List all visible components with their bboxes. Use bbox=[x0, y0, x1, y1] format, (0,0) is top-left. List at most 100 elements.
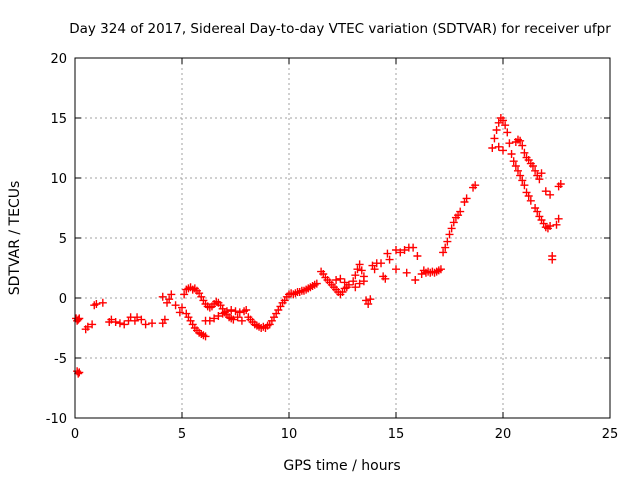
data-point bbox=[447, 224, 456, 233]
data-point bbox=[340, 278, 349, 287]
x-tick-label: 0 bbox=[71, 427, 79, 442]
data-point bbox=[383, 249, 392, 258]
data-point bbox=[137, 315, 146, 324]
data-point bbox=[148, 319, 157, 328]
data-point bbox=[505, 139, 514, 148]
data-point bbox=[516, 171, 525, 180]
data-point bbox=[242, 306, 251, 314]
data-point bbox=[235, 308, 244, 317]
data-point bbox=[233, 313, 242, 322]
data-point bbox=[535, 175, 544, 184]
data-point bbox=[74, 369, 83, 378]
data-point bbox=[92, 300, 101, 308]
data-point bbox=[205, 316, 214, 325]
data-point bbox=[524, 192, 533, 200]
data-point bbox=[546, 190, 555, 199]
data-point bbox=[74, 315, 83, 324]
data-point bbox=[115, 319, 124, 328]
data-point bbox=[449, 218, 458, 227]
data-point bbox=[400, 246, 409, 254]
data-point bbox=[499, 146, 507, 155]
data-point bbox=[501, 121, 510, 130]
data-point bbox=[499, 116, 507, 125]
data-point bbox=[513, 166, 522, 175]
data-point bbox=[511, 162, 520, 170]
data-point bbox=[490, 134, 499, 143]
data-point bbox=[351, 283, 360, 292]
data-point bbox=[548, 255, 557, 264]
data-point bbox=[336, 274, 345, 283]
data-points bbox=[72, 114, 565, 378]
data-point bbox=[537, 169, 546, 178]
data-point bbox=[178, 303, 186, 312]
data-point bbox=[556, 180, 565, 188]
x-tick-label: 20 bbox=[495, 427, 512, 442]
y-tick-label: -5 bbox=[54, 352, 67, 367]
x-tick-label: 25 bbox=[602, 427, 619, 442]
data-point bbox=[436, 265, 445, 274]
data-point bbox=[218, 309, 227, 318]
data-point bbox=[349, 277, 358, 286]
data-point bbox=[503, 128, 512, 137]
data-point bbox=[494, 142, 503, 151]
data-point bbox=[392, 265, 400, 274]
data-point bbox=[229, 315, 238, 324]
data-point bbox=[201, 332, 210, 341]
data-point bbox=[332, 276, 341, 284]
data-point bbox=[531, 166, 540, 175]
data-point bbox=[402, 268, 411, 277]
data-point bbox=[366, 295, 375, 304]
data-point bbox=[445, 230, 454, 239]
data-point bbox=[520, 181, 529, 190]
data-point bbox=[552, 220, 561, 229]
data-point bbox=[494, 118, 503, 127]
data-point bbox=[353, 265, 362, 274]
data-point bbox=[392, 246, 400, 254]
y-tick-label: 10 bbox=[50, 172, 67, 187]
data-point bbox=[518, 141, 527, 150]
data-point bbox=[133, 313, 142, 322]
data-point bbox=[541, 187, 550, 196]
x-tick-label: 10 bbox=[281, 427, 298, 442]
y-tick-label: -10 bbox=[46, 412, 67, 427]
data-point bbox=[413, 252, 422, 260]
y-tick-label: 0 bbox=[59, 292, 67, 307]
data-point bbox=[439, 248, 448, 257]
data-point bbox=[409, 243, 418, 252]
x-axis-label: GPS time / hours bbox=[283, 458, 400, 474]
data-point bbox=[158, 292, 167, 301]
data-point bbox=[88, 320, 97, 329]
data-point bbox=[111, 318, 120, 326]
x-tick-label: 5 bbox=[178, 427, 186, 442]
data-point bbox=[351, 271, 360, 280]
data-point bbox=[171, 301, 180, 310]
data-point bbox=[75, 368, 84, 377]
data-point bbox=[507, 150, 516, 158]
data-point bbox=[456, 207, 465, 216]
data-point bbox=[237, 316, 246, 325]
data-point bbox=[175, 308, 184, 317]
data-point bbox=[214, 312, 223, 320]
axis-ticks: 0 5 10 15 20 25 -10 -5 0 5 10 15 20 bbox=[46, 52, 619, 442]
data-point bbox=[488, 144, 497, 152]
data-point bbox=[546, 222, 555, 230]
data-point bbox=[160, 315, 169, 324]
data-point bbox=[364, 300, 373, 308]
data-point bbox=[385, 255, 394, 264]
data-point bbox=[357, 266, 366, 275]
y-tick-label: 15 bbox=[50, 112, 67, 127]
data-point bbox=[370, 265, 379, 274]
data-point bbox=[344, 280, 353, 289]
data-point bbox=[355, 279, 364, 288]
data-point bbox=[75, 314, 84, 323]
data-point bbox=[210, 314, 219, 323]
data-point bbox=[509, 157, 518, 166]
data-point bbox=[441, 243, 450, 252]
data-point bbox=[120, 320, 129, 329]
data-point bbox=[359, 277, 368, 286]
grid-lines bbox=[75, 58, 610, 418]
data-point bbox=[222, 307, 231, 316]
data-point bbox=[98, 298, 107, 307]
data-point bbox=[528, 162, 537, 170]
